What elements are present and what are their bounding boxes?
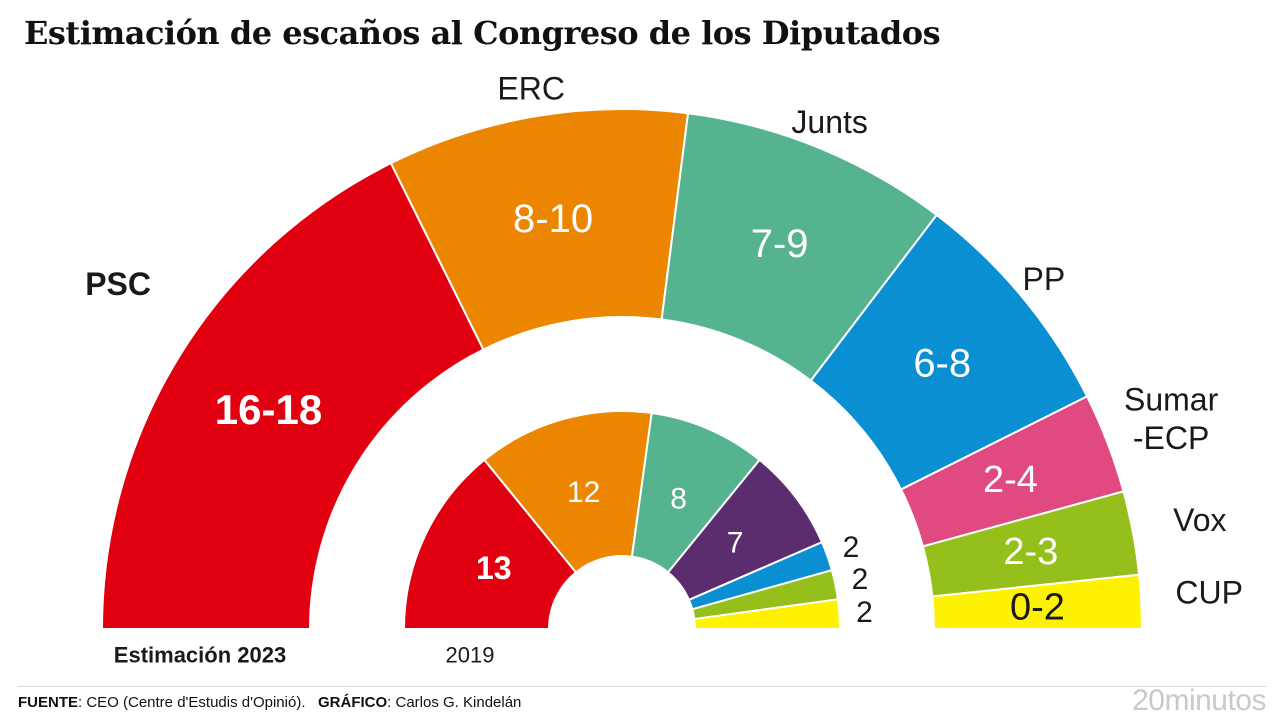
footer-credits: FUENTE: CEO (Centre d'Estudis d'Opinió).…: [18, 694, 521, 711]
outer-party-2: Junts: [791, 104, 867, 140]
outer-party-5: Vox: [1173, 502, 1226, 538]
credit-label: GRÁFICO: [318, 694, 388, 711]
source-text: : CEO (Centre d'Estudis d'Opinió).: [78, 694, 306, 711]
outer-party-4: Sumar -ECP: [1124, 381, 1219, 455]
outer-value-1: 8-10: [513, 197, 593, 241]
outer-party-3: PP: [1022, 261, 1065, 297]
inner-value-2: 8: [670, 482, 687, 515]
outer-value-5: 2-3: [1003, 531, 1058, 573]
source-label: FUENTE: [18, 694, 78, 711]
results-2019-ring: [402, 410, 842, 630]
inner-value-6: 2: [856, 596, 873, 629]
chart-title: Estimación de escaños al Congreso de los…: [24, 14, 941, 52]
outer-party-1: ERC: [497, 71, 565, 107]
inner-value-5: 2: [852, 563, 869, 596]
inner-value-3: 7: [727, 527, 744, 560]
outer-party-0: PSC: [85, 266, 151, 302]
outer-value-2: 7-9: [751, 222, 809, 266]
estimate-2023-ring: [100, 108, 1144, 630]
inner-value-4: 2: [843, 531, 860, 564]
caption-2019: 2019: [446, 643, 495, 668]
outer-value-4: 2-4: [983, 459, 1038, 501]
slice-0-6: [931, 573, 1144, 630]
slice-0-0: [100, 161, 485, 630]
credit-text: : Carlos G. Kindelán: [387, 694, 522, 711]
slice-1-1: [483, 410, 653, 574]
slice-1-0: [402, 458, 578, 630]
inner-value-1: 12: [567, 476, 600, 509]
outer-value-0: 16-18: [215, 386, 322, 433]
brand-logo: 20minutos: [1132, 684, 1266, 717]
caption-estimacion-2023: Estimación 2023: [114, 643, 286, 668]
footer-divider: [18, 686, 1266, 687]
chart-labels: 16-18 8-10 7-9 6-8 2-4 2-3 0-2 PSC ERC Junts PP Sum…: [85, 71, 1243, 668]
outer-value-6: 0-2: [1010, 586, 1065, 628]
inner-value-0: 13: [476, 550, 512, 586]
outer-value-3: 6-8: [913, 341, 971, 385]
slice-1-6: [693, 598, 842, 630]
outer-party-6: CUP: [1175, 574, 1243, 610]
